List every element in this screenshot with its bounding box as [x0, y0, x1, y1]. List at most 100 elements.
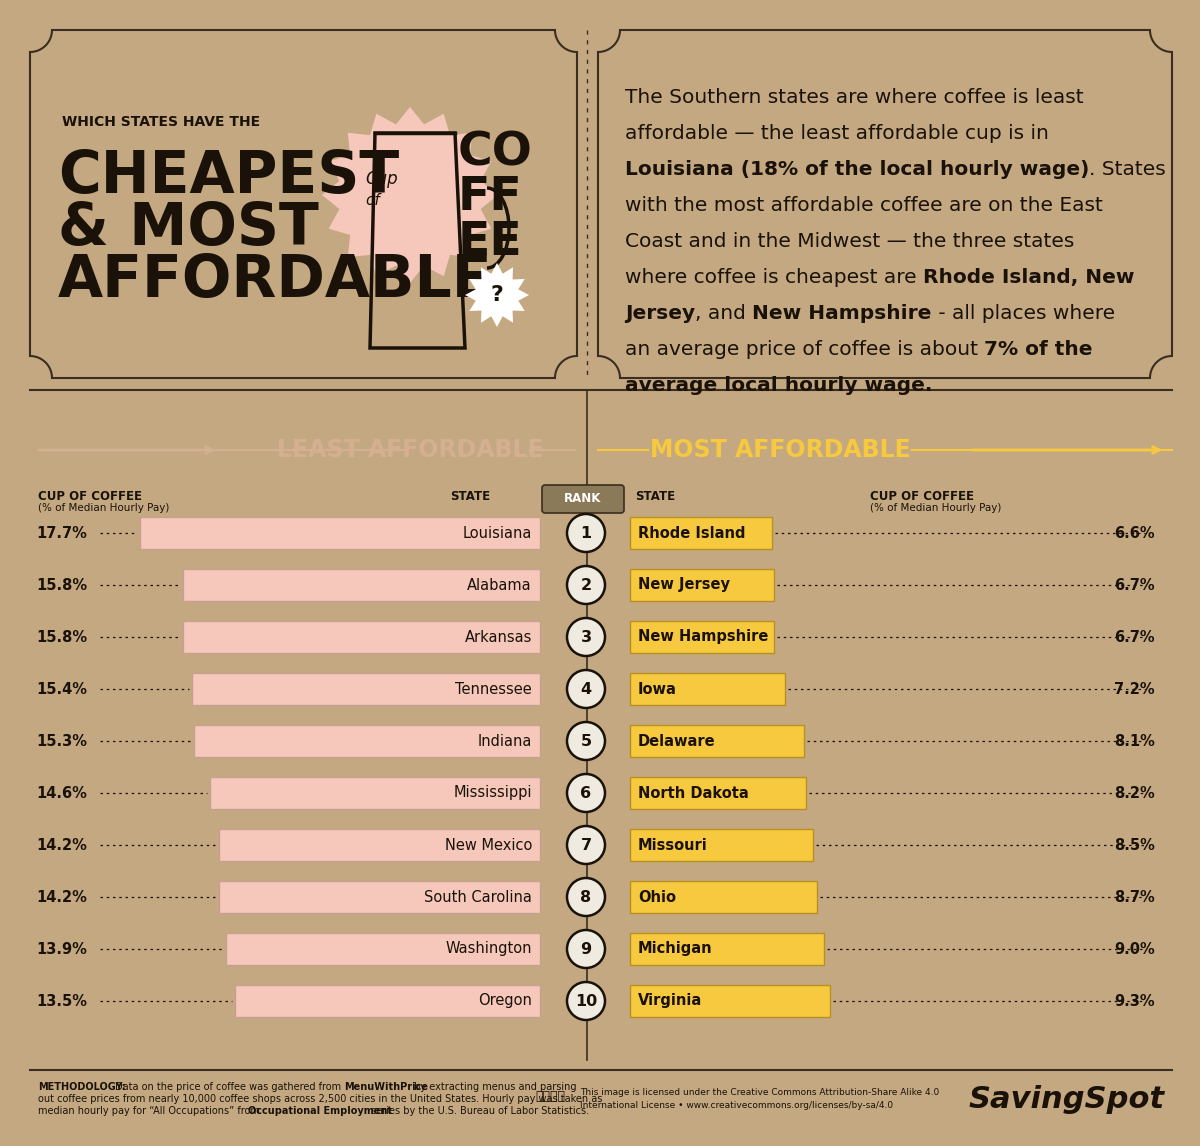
Text: Data on the price of coffee was gathered from: Data on the price of coffee was gathered…	[115, 1082, 344, 1092]
Text: North Dakota: North Dakota	[638, 785, 749, 801]
FancyBboxPatch shape	[140, 517, 540, 549]
Text: CUP OF COFFEE: CUP OF COFFEE	[38, 490, 142, 503]
Text: New Mexico: New Mexico	[445, 838, 532, 853]
Text: 15.4%: 15.4%	[36, 682, 88, 697]
Text: LEAST AFFORDABLE: LEAST AFFORDABLE	[277, 438, 544, 462]
Text: 6.6%: 6.6%	[1115, 526, 1154, 541]
Text: series by the U.S. Bureau of Labor Statistics.: series by the U.S. Bureau of Labor Stati…	[368, 1106, 589, 1116]
Text: The Southern states are where coffee is least: The Southern states are where coffee is …	[625, 88, 1084, 107]
Text: 6.7%: 6.7%	[1115, 578, 1154, 592]
Text: This image is licensed under the Creative Commons Attribution-Share Alike 4.0
In: This image is licensed under the Creativ…	[580, 1088, 940, 1109]
Text: Rhode Island, New: Rhode Island, New	[923, 268, 1134, 286]
Text: an average price of coffee is about: an average price of coffee is about	[625, 340, 984, 359]
Text: STATE: STATE	[635, 490, 676, 503]
Text: Indiana: Indiana	[478, 733, 532, 748]
FancyBboxPatch shape	[630, 829, 812, 861]
Text: Missouri: Missouri	[638, 838, 708, 853]
Text: Coast and in the Midwest — the three states: Coast and in the Midwest — the three sta…	[625, 231, 1074, 251]
Text: SavingSpot: SavingSpot	[968, 1085, 1165, 1115]
Text: 6.7%: 6.7%	[1115, 629, 1154, 644]
Circle shape	[568, 826, 605, 864]
Text: 15.8%: 15.8%	[36, 578, 88, 592]
Circle shape	[568, 774, 605, 813]
Text: 7.2%: 7.2%	[1115, 682, 1154, 697]
Text: New Hampshire: New Hampshire	[752, 304, 931, 323]
Text: (% of Median Hourly Pay): (% of Median Hourly Pay)	[870, 503, 1001, 513]
Text: , and: , and	[695, 304, 752, 323]
Text: Occupational Employment: Occupational Employment	[248, 1106, 392, 1116]
FancyBboxPatch shape	[192, 673, 540, 705]
Text: 2: 2	[581, 578, 592, 592]
FancyBboxPatch shape	[235, 986, 540, 1017]
Text: Ohio: Ohio	[638, 889, 676, 904]
Text: & MOST: & MOST	[58, 201, 319, 257]
Text: 3: 3	[581, 629, 592, 644]
Text: Arkansas: Arkansas	[464, 629, 532, 644]
FancyBboxPatch shape	[194, 725, 540, 758]
FancyBboxPatch shape	[630, 777, 806, 809]
Text: CUP OF COFFEE: CUP OF COFFEE	[870, 490, 974, 503]
FancyBboxPatch shape	[182, 621, 540, 653]
Circle shape	[568, 618, 605, 656]
Circle shape	[568, 670, 605, 708]
Circle shape	[568, 566, 605, 604]
Text: by extracting menus and parsing: by extracting menus and parsing	[410, 1082, 576, 1092]
Text: STATE: STATE	[450, 490, 490, 503]
Text: Alabama: Alabama	[467, 578, 532, 592]
Text: Delaware: Delaware	[638, 733, 715, 748]
Text: 14.2%: 14.2%	[36, 838, 86, 853]
Text: Louisiana: Louisiana	[463, 526, 532, 541]
FancyBboxPatch shape	[630, 933, 823, 965]
Text: of: of	[365, 193, 379, 209]
Text: Michigan: Michigan	[638, 942, 713, 957]
Text: 7% of the: 7% of the	[984, 340, 1093, 359]
Text: 17.7%: 17.7%	[36, 526, 86, 541]
Text: New Jersey: New Jersey	[638, 578, 730, 592]
Polygon shape	[322, 107, 498, 283]
Text: . States: . States	[1090, 160, 1166, 179]
Text: CHEAPEST: CHEAPEST	[58, 148, 400, 205]
Text: Oregon: Oregon	[478, 994, 532, 1008]
Text: 6: 6	[581, 785, 592, 801]
Text: ⒸⓄⒷⓈ: ⒸⓄⒷⓈ	[535, 1090, 565, 1102]
Text: 9: 9	[581, 942, 592, 957]
Text: Cup: Cup	[365, 170, 397, 188]
FancyBboxPatch shape	[182, 570, 540, 601]
Text: affordable — the least affordable cup is in: affordable — the least affordable cup is…	[625, 124, 1049, 143]
Text: New Hampshire: New Hampshire	[638, 629, 768, 644]
Circle shape	[568, 931, 605, 968]
Text: AFFORDABLE: AFFORDABLE	[58, 252, 493, 309]
Text: 8.1%: 8.1%	[1114, 733, 1154, 748]
Text: median hourly pay for “All Occupations” from: median hourly pay for “All Occupations” …	[38, 1106, 263, 1116]
FancyBboxPatch shape	[630, 517, 772, 549]
Text: average local hourly wage.: average local hourly wage.	[625, 376, 932, 395]
Text: 13.9%: 13.9%	[36, 942, 86, 957]
Text: 7: 7	[581, 838, 592, 853]
Text: 13.5%: 13.5%	[36, 994, 88, 1008]
Text: 9.0%: 9.0%	[1115, 942, 1154, 957]
Text: Iowa: Iowa	[638, 682, 677, 697]
Text: EE: EE	[458, 220, 523, 265]
FancyBboxPatch shape	[630, 881, 817, 913]
Text: Virginia: Virginia	[638, 994, 702, 1008]
Text: 8.7%: 8.7%	[1115, 889, 1154, 904]
Text: WHICH STATES HAVE THE: WHICH STATES HAVE THE	[62, 115, 260, 129]
FancyBboxPatch shape	[542, 485, 624, 513]
Circle shape	[568, 722, 605, 760]
Text: with the most affordable coffee are on the East: with the most affordable coffee are on t…	[625, 196, 1103, 215]
FancyBboxPatch shape	[226, 933, 540, 965]
Text: RANK: RANK	[564, 493, 601, 505]
Text: 8.5%: 8.5%	[1114, 838, 1154, 853]
Circle shape	[568, 878, 605, 916]
Text: out coffee prices from nearly 10,000 coffee shops across 2,500 cities in the Uni: out coffee prices from nearly 10,000 cof…	[38, 1094, 602, 1104]
Text: Rhode Island: Rhode Island	[638, 526, 745, 541]
Text: Washington: Washington	[445, 942, 532, 957]
Text: 8: 8	[581, 889, 592, 904]
FancyBboxPatch shape	[630, 986, 830, 1017]
Text: 15.8%: 15.8%	[36, 629, 88, 644]
FancyBboxPatch shape	[220, 829, 540, 861]
Text: 4: 4	[581, 682, 592, 697]
Text: 1: 1	[581, 526, 592, 541]
Text: FF: FF	[458, 175, 523, 220]
Text: 8.2%: 8.2%	[1115, 785, 1154, 801]
